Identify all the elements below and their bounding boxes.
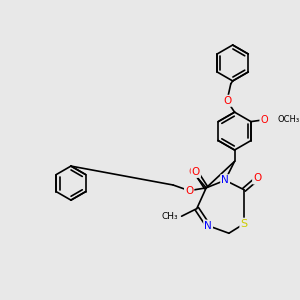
Text: S: S [241,219,248,229]
Text: O: O [253,173,261,183]
Text: O: O [260,115,268,125]
Text: OCH₃: OCH₃ [278,115,300,124]
Text: O: O [223,96,231,106]
Text: CH₃: CH₃ [161,212,178,221]
Text: N: N [221,175,229,185]
Text: O: O [185,186,193,196]
Text: O: O [192,167,200,177]
Text: N: N [204,221,212,231]
Text: O: O [189,167,197,177]
